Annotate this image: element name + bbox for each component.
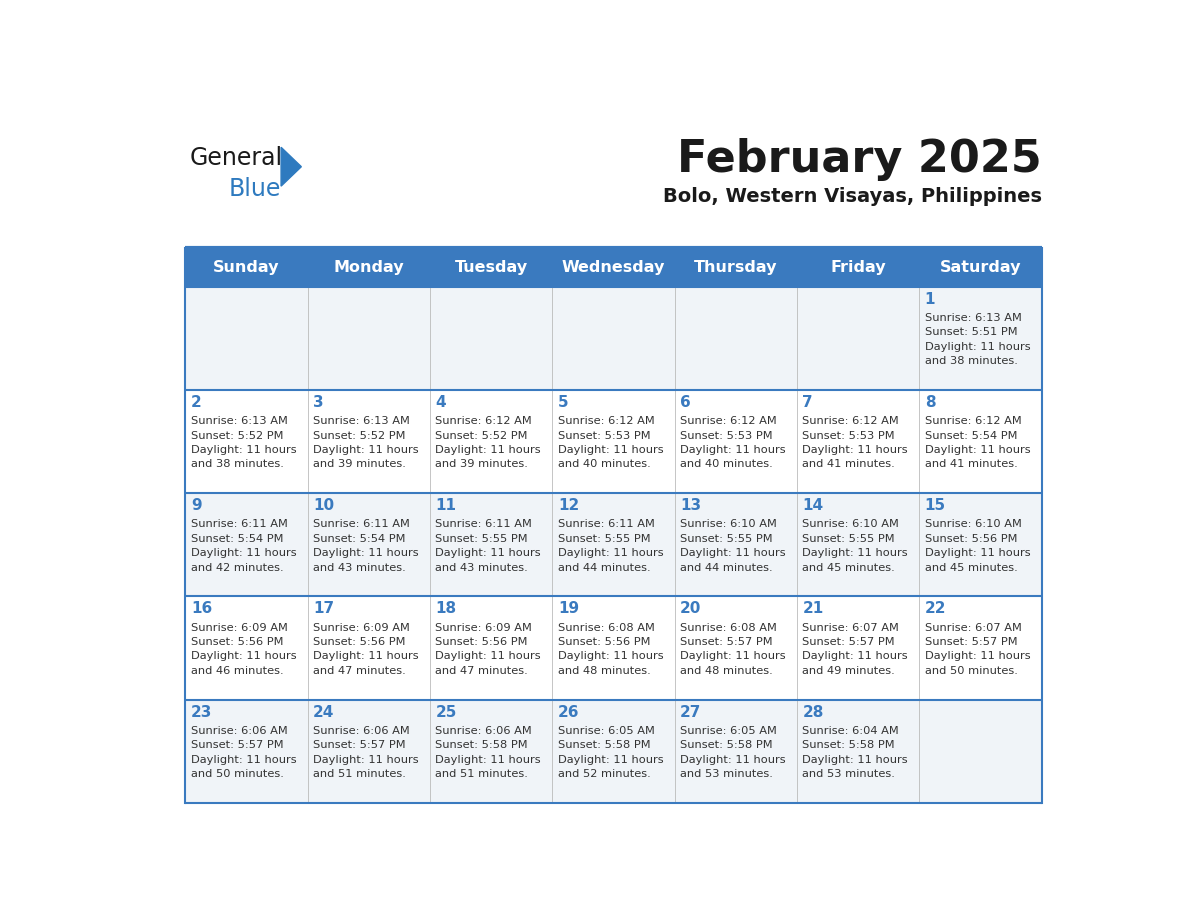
Text: February 2025: February 2025 (677, 139, 1042, 182)
Text: 23: 23 (191, 705, 213, 720)
Text: Sunrise: 6:10 AM
Sunset: 5:55 PM
Daylight: 11 hours
and 44 minutes.: Sunrise: 6:10 AM Sunset: 5:55 PM Dayligh… (681, 520, 785, 573)
Text: Sunrise: 6:11 AM
Sunset: 5:54 PM
Daylight: 11 hours
and 43 minutes.: Sunrise: 6:11 AM Sunset: 5:54 PM Dayligh… (314, 520, 419, 573)
Text: 7: 7 (802, 395, 813, 410)
Text: Sunrise: 6:08 AM
Sunset: 5:56 PM
Daylight: 11 hours
and 48 minutes.: Sunrise: 6:08 AM Sunset: 5:56 PM Dayligh… (558, 622, 663, 676)
Text: Tuesday: Tuesday (455, 260, 527, 274)
Text: 11: 11 (436, 498, 456, 513)
FancyBboxPatch shape (185, 700, 1042, 803)
Text: 28: 28 (802, 705, 823, 720)
FancyBboxPatch shape (185, 493, 1042, 597)
Text: Sunday: Sunday (213, 260, 279, 274)
Text: Sunrise: 6:11 AM
Sunset: 5:55 PM
Daylight: 11 hours
and 43 minutes.: Sunrise: 6:11 AM Sunset: 5:55 PM Dayligh… (436, 520, 541, 573)
Text: General: General (190, 145, 283, 170)
Text: 24: 24 (314, 705, 335, 720)
Text: Sunrise: 6:09 AM
Sunset: 5:56 PM
Daylight: 11 hours
and 46 minutes.: Sunrise: 6:09 AM Sunset: 5:56 PM Dayligh… (191, 622, 297, 676)
Text: 16: 16 (191, 601, 213, 616)
Text: Monday: Monday (334, 260, 404, 274)
Text: 18: 18 (436, 601, 456, 616)
Text: Thursday: Thursday (694, 260, 777, 274)
Text: 9: 9 (191, 498, 202, 513)
Text: 3: 3 (314, 395, 324, 410)
Text: Sunrise: 6:09 AM
Sunset: 5:56 PM
Daylight: 11 hours
and 47 minutes.: Sunrise: 6:09 AM Sunset: 5:56 PM Dayligh… (436, 622, 541, 676)
Text: Sunrise: 6:11 AM
Sunset: 5:55 PM
Daylight: 11 hours
and 44 minutes.: Sunrise: 6:11 AM Sunset: 5:55 PM Dayligh… (558, 520, 663, 573)
Text: Sunrise: 6:13 AM
Sunset: 5:52 PM
Daylight: 11 hours
and 38 minutes.: Sunrise: 6:13 AM Sunset: 5:52 PM Dayligh… (191, 416, 297, 469)
Text: 12: 12 (558, 498, 579, 513)
Text: 19: 19 (558, 601, 579, 616)
Text: Sunrise: 6:08 AM
Sunset: 5:57 PM
Daylight: 11 hours
and 48 minutes.: Sunrise: 6:08 AM Sunset: 5:57 PM Dayligh… (681, 622, 785, 676)
Text: Sunrise: 6:13 AM
Sunset: 5:51 PM
Daylight: 11 hours
and 38 minutes.: Sunrise: 6:13 AM Sunset: 5:51 PM Dayligh… (924, 313, 1030, 366)
Text: Blue: Blue (228, 177, 282, 201)
Text: Sunrise: 6:12 AM
Sunset: 5:53 PM
Daylight: 11 hours
and 40 minutes.: Sunrise: 6:12 AM Sunset: 5:53 PM Dayligh… (681, 416, 785, 469)
Text: 13: 13 (681, 498, 701, 513)
Text: Sunrise: 6:06 AM
Sunset: 5:57 PM
Daylight: 11 hours
and 51 minutes.: Sunrise: 6:06 AM Sunset: 5:57 PM Dayligh… (314, 726, 419, 779)
Text: Sunrise: 6:10 AM
Sunset: 5:56 PM
Daylight: 11 hours
and 45 minutes.: Sunrise: 6:10 AM Sunset: 5:56 PM Dayligh… (924, 520, 1030, 573)
Text: Sunrise: 6:09 AM
Sunset: 5:56 PM
Daylight: 11 hours
and 47 minutes.: Sunrise: 6:09 AM Sunset: 5:56 PM Dayligh… (314, 622, 419, 676)
FancyBboxPatch shape (185, 597, 1042, 700)
Text: Sunrise: 6:07 AM
Sunset: 5:57 PM
Daylight: 11 hours
and 50 minutes.: Sunrise: 6:07 AM Sunset: 5:57 PM Dayligh… (924, 622, 1030, 676)
Text: 1: 1 (924, 292, 935, 307)
Text: Bolo, Western Visayas, Philippines: Bolo, Western Visayas, Philippines (663, 186, 1042, 206)
Text: 4: 4 (436, 395, 447, 410)
Text: Sunrise: 6:12 AM
Sunset: 5:53 PM
Daylight: 11 hours
and 40 minutes.: Sunrise: 6:12 AM Sunset: 5:53 PM Dayligh… (558, 416, 663, 469)
Text: 5: 5 (558, 395, 568, 410)
Text: Sunrise: 6:06 AM
Sunset: 5:58 PM
Daylight: 11 hours
and 51 minutes.: Sunrise: 6:06 AM Sunset: 5:58 PM Dayligh… (436, 726, 541, 779)
Text: Sunrise: 6:05 AM
Sunset: 5:58 PM
Daylight: 11 hours
and 52 minutes.: Sunrise: 6:05 AM Sunset: 5:58 PM Dayligh… (558, 726, 663, 779)
Text: 15: 15 (924, 498, 946, 513)
Text: 14: 14 (802, 498, 823, 513)
FancyBboxPatch shape (185, 248, 1042, 286)
Text: Wednesday: Wednesday (562, 260, 665, 274)
Text: Sunrise: 6:13 AM
Sunset: 5:52 PM
Daylight: 11 hours
and 39 minutes.: Sunrise: 6:13 AM Sunset: 5:52 PM Dayligh… (314, 416, 419, 469)
FancyBboxPatch shape (185, 287, 1042, 390)
Text: Sunrise: 6:05 AM
Sunset: 5:58 PM
Daylight: 11 hours
and 53 minutes.: Sunrise: 6:05 AM Sunset: 5:58 PM Dayligh… (681, 726, 785, 779)
Text: 27: 27 (681, 705, 701, 720)
Text: 6: 6 (681, 395, 691, 410)
Text: Sunrise: 6:10 AM
Sunset: 5:55 PM
Daylight: 11 hours
and 45 minutes.: Sunrise: 6:10 AM Sunset: 5:55 PM Dayligh… (802, 520, 908, 573)
Text: Sunrise: 6:12 AM
Sunset: 5:53 PM
Daylight: 11 hours
and 41 minutes.: Sunrise: 6:12 AM Sunset: 5:53 PM Dayligh… (802, 416, 908, 469)
Text: 20: 20 (681, 601, 701, 616)
Text: 22: 22 (924, 601, 947, 616)
Text: 17: 17 (314, 601, 334, 616)
Text: Sunrise: 6:11 AM
Sunset: 5:54 PM
Daylight: 11 hours
and 42 minutes.: Sunrise: 6:11 AM Sunset: 5:54 PM Dayligh… (191, 520, 297, 573)
Text: 26: 26 (558, 705, 580, 720)
Text: Sunrise: 6:04 AM
Sunset: 5:58 PM
Daylight: 11 hours
and 53 minutes.: Sunrise: 6:04 AM Sunset: 5:58 PM Dayligh… (802, 726, 908, 779)
Text: 21: 21 (802, 601, 823, 616)
Polygon shape (282, 147, 302, 186)
Text: 2: 2 (191, 395, 202, 410)
FancyBboxPatch shape (185, 390, 1042, 493)
Text: 8: 8 (924, 395, 935, 410)
Text: 25: 25 (436, 705, 457, 720)
Text: 10: 10 (314, 498, 334, 513)
Text: Sunrise: 6:06 AM
Sunset: 5:57 PM
Daylight: 11 hours
and 50 minutes.: Sunrise: 6:06 AM Sunset: 5:57 PM Dayligh… (191, 726, 297, 779)
Text: Saturday: Saturday (940, 260, 1022, 274)
Text: Sunrise: 6:12 AM
Sunset: 5:52 PM
Daylight: 11 hours
and 39 minutes.: Sunrise: 6:12 AM Sunset: 5:52 PM Dayligh… (436, 416, 541, 469)
Text: Sunrise: 6:07 AM
Sunset: 5:57 PM
Daylight: 11 hours
and 49 minutes.: Sunrise: 6:07 AM Sunset: 5:57 PM Dayligh… (802, 622, 908, 676)
Text: Friday: Friday (830, 260, 886, 274)
Text: Sunrise: 6:12 AM
Sunset: 5:54 PM
Daylight: 11 hours
and 41 minutes.: Sunrise: 6:12 AM Sunset: 5:54 PM Dayligh… (924, 416, 1030, 469)
